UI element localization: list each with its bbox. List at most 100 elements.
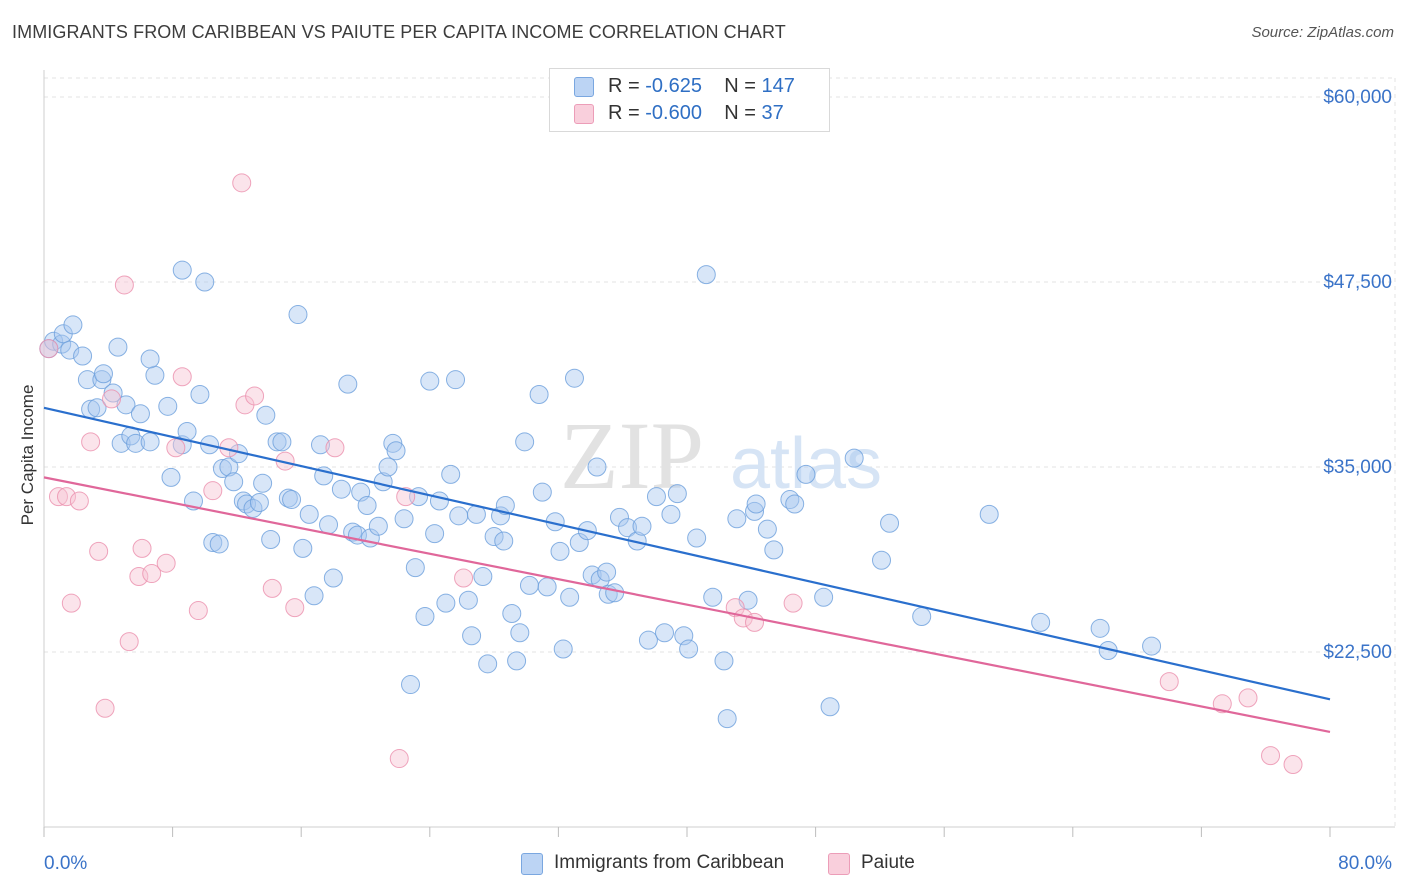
points-layer	[39, 173, 1303, 774]
point-caribbean	[401, 675, 421, 695]
legend-n-label: N =	[724, 102, 762, 124]
point-caribbean	[429, 491, 449, 511]
point-caribbean	[190, 384, 210, 404]
y-tick-label: $60,000	[1323, 87, 1392, 108]
point-paiute	[1212, 694, 1232, 714]
point-paiute	[232, 173, 252, 193]
legend-r-label: R =	[608, 102, 646, 124]
point-caribbean	[378, 457, 398, 477]
point-caribbean	[632, 516, 652, 536]
point-caribbean	[209, 534, 229, 554]
point-paiute	[132, 538, 152, 558]
point-caribbean	[272, 432, 292, 452]
point-caribbean	[679, 639, 699, 659]
point-paiute	[1238, 688, 1258, 708]
point-paiute	[389, 749, 409, 769]
point-paiute	[102, 389, 122, 409]
point-caribbean	[478, 654, 498, 674]
point-caribbean	[532, 482, 552, 502]
point-caribbean	[618, 518, 638, 538]
point-caribbean	[233, 491, 253, 511]
point-caribbean	[126, 433, 146, 453]
point-caribbean	[140, 432, 160, 452]
point-caribbean	[495, 495, 515, 515]
point-paiute	[203, 481, 223, 501]
point-caribbean	[473, 567, 493, 587]
point-paiute	[129, 567, 149, 587]
point-caribbean	[338, 374, 358, 394]
point-caribbean	[446, 370, 466, 390]
point-paiute	[69, 491, 89, 511]
point-caribbean	[880, 513, 900, 533]
point-caribbean	[145, 365, 165, 385]
point-caribbean	[386, 441, 406, 461]
trend-layer	[43, 406, 1331, 733]
point-caribbean	[299, 504, 319, 524]
point-caribbean	[661, 504, 681, 524]
point-caribbean	[510, 623, 530, 643]
point-caribbean	[267, 432, 287, 452]
point-paiute	[39, 339, 59, 359]
point-paiute	[57, 487, 77, 507]
point-caribbean	[425, 524, 445, 544]
point-caribbean	[654, 623, 674, 643]
point-caribbean	[212, 458, 232, 478]
y-tick-label: $35,000	[1323, 457, 1392, 478]
correlation-legend: R = -0.625 N = 147 R = -0.600 N = 37	[549, 68, 830, 132]
legend-swatch-blue	[574, 77, 594, 97]
point-caribbean	[219, 457, 239, 477]
point-caribbean	[282, 490, 302, 510]
point-caribbean	[515, 432, 535, 452]
point-caribbean	[116, 395, 136, 415]
point-caribbean	[462, 626, 482, 646]
point-caribbean	[195, 272, 215, 292]
x-tick-label-max: 80.0%	[1338, 853, 1392, 874]
point-paiute	[142, 564, 162, 584]
point-caribbean	[507, 651, 527, 671]
legend-r-label: R =	[608, 75, 646, 97]
point-caribbean	[331, 479, 351, 499]
trend-line-paiute	[43, 476, 1331, 733]
point-caribbean	[310, 435, 330, 455]
point-paiute	[396, 487, 416, 507]
point-caribbean	[519, 575, 539, 595]
point-caribbean	[436, 593, 456, 613]
legend-n-value: 147	[761, 75, 795, 97]
point-caribbean	[502, 604, 522, 624]
point-caribbean	[746, 494, 766, 514]
bottom-legend-swatch-blue	[521, 853, 543, 875]
point-caribbean	[420, 371, 440, 391]
bottom-legend-label-caribbean: Immigrants from Caribbean	[554, 852, 785, 873]
point-paiute	[454, 568, 474, 588]
watermark-zip: ZIP	[560, 402, 704, 509]
point-caribbean	[288, 305, 308, 325]
point-paiute	[1159, 672, 1179, 692]
point-caribbean	[261, 530, 281, 550]
point-caribbean	[727, 509, 747, 529]
point-caribbean	[63, 315, 83, 335]
point-caribbean	[696, 265, 716, 285]
point-paiute	[285, 598, 305, 618]
point-caribbean	[667, 484, 687, 504]
point-paiute	[1261, 746, 1281, 766]
chart-source: Source: ZipAtlas.com	[1251, 24, 1394, 41]
point-paiute	[81, 432, 101, 452]
point-paiute	[188, 601, 208, 621]
watermark: ZIP atlas	[560, 402, 882, 509]
point-caribbean	[323, 568, 343, 588]
bottom-legend-swatch-pink	[828, 853, 850, 875]
point-caribbean	[224, 472, 244, 492]
point-caribbean	[93, 364, 113, 384]
axis-layer	[43, 70, 1395, 837]
point-caribbean	[111, 433, 131, 453]
point-paiute	[48, 487, 68, 507]
point-paiute	[114, 275, 134, 295]
point-caribbean	[203, 532, 223, 552]
point-paiute	[262, 578, 282, 598]
legend-n-value: 37	[761, 102, 784, 124]
point-caribbean	[844, 448, 864, 468]
watermark-atlas: atlas	[730, 424, 882, 504]
point-paiute	[89, 541, 109, 561]
point-caribbean	[605, 583, 625, 603]
